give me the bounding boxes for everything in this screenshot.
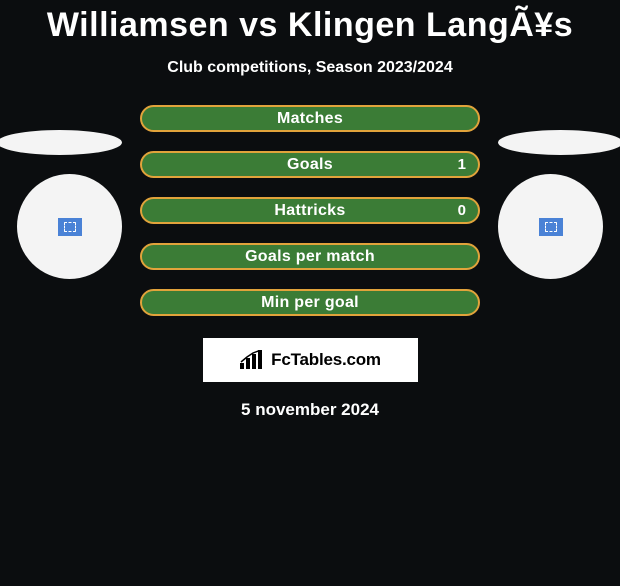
placeholder-badge-icon bbox=[58, 218, 82, 236]
stat-bar: Min per goal bbox=[140, 289, 480, 316]
fctables-text: FcTables.com bbox=[271, 350, 381, 370]
stat-bar-label: Goals bbox=[287, 156, 333, 174]
stat-bar-value: 0 bbox=[458, 202, 466, 219]
stat-bar-label: Goals per match bbox=[245, 248, 375, 266]
page-subtitle: Club competitions, Season 2023/2024 bbox=[0, 59, 620, 77]
decor-ellipse-left bbox=[0, 130, 122, 155]
stat-bars: Matches Goals 1 Hattricks 0 Goals per match Mi… bbox=[140, 105, 480, 316]
fctables-logo-icon bbox=[239, 350, 265, 370]
placeholder-badge-icon bbox=[539, 218, 563, 236]
date-text: 5 november 2024 bbox=[0, 400, 620, 420]
stat-bar: Goals per match bbox=[140, 243, 480, 270]
stat-bar-value: 1 bbox=[458, 156, 466, 173]
decor-ellipse-right bbox=[498, 130, 620, 155]
stat-bar: Matches bbox=[140, 105, 480, 132]
page-title: Williamsen vs Klingen LangÃ¥s bbox=[0, 6, 620, 45]
fctables-badge: FcTables.com bbox=[203, 338, 418, 382]
team-circle-left bbox=[17, 174, 122, 279]
stat-bar-label: Min per goal bbox=[261, 294, 359, 312]
stat-bar-label: Matches bbox=[277, 110, 343, 128]
stat-bar: Hattricks 0 bbox=[140, 197, 480, 224]
team-circle-right bbox=[498, 174, 603, 279]
stat-bar-label: Hattricks bbox=[274, 202, 345, 220]
stat-bar: Goals 1 bbox=[140, 151, 480, 178]
